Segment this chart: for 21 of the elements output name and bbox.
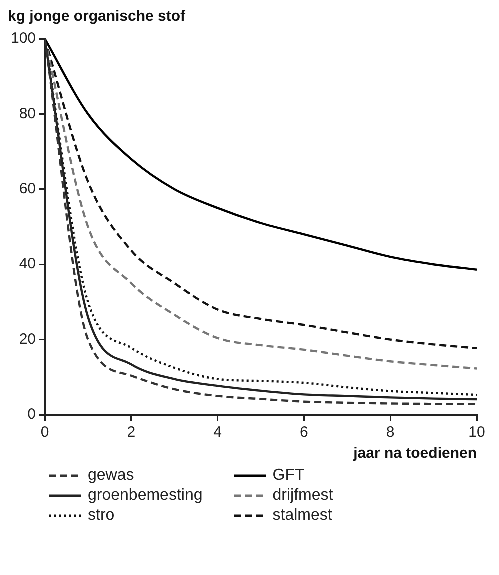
y-tick-label: 80 (19, 105, 36, 122)
x-tick-label: 2 (127, 424, 136, 442)
legend-label: stro (88, 507, 115, 525)
x-tick-label: 10 (468, 424, 486, 442)
legend-label: GFT (272, 467, 305, 485)
x-tick-label: 6 (300, 424, 308, 442)
y-tick-label: 20 (19, 330, 36, 348)
x-tick-label: 8 (386, 424, 395, 442)
x-tick-label: 4 (214, 424, 222, 442)
legend-label: stalmest (272, 507, 332, 525)
line-series (45, 39, 477, 271)
x-tick-label: 0 (40, 424, 50, 442)
legend-label: groenbemesting (88, 487, 203, 505)
y-tick-label: 60 (19, 180, 36, 198)
y-tick-label: 100 (10, 30, 36, 48)
legend-label: gewas (88, 467, 134, 485)
legend-label: drijfmest (272, 487, 334, 505)
y-tick-label: 40 (19, 256, 36, 273)
y-axis-title: kg jonge organische stof (8, 8, 187, 25)
y-tick-label: 0 (28, 406, 36, 424)
x-axis-title: jaar na toedienen (352, 445, 477, 462)
